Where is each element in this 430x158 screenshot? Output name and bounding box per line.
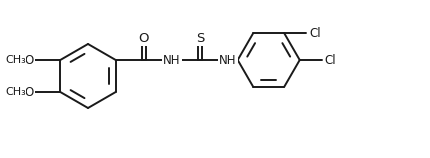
Text: O: O xyxy=(138,31,149,45)
Text: O: O xyxy=(25,54,34,67)
Text: CH₃: CH₃ xyxy=(5,87,26,97)
Text: O: O xyxy=(25,85,34,98)
Text: S: S xyxy=(196,31,204,45)
Text: NH: NH xyxy=(163,55,181,67)
Text: NH: NH xyxy=(219,55,237,67)
Text: Cl: Cl xyxy=(309,27,321,40)
Text: Cl: Cl xyxy=(325,54,336,67)
Text: CH₃: CH₃ xyxy=(5,55,26,65)
